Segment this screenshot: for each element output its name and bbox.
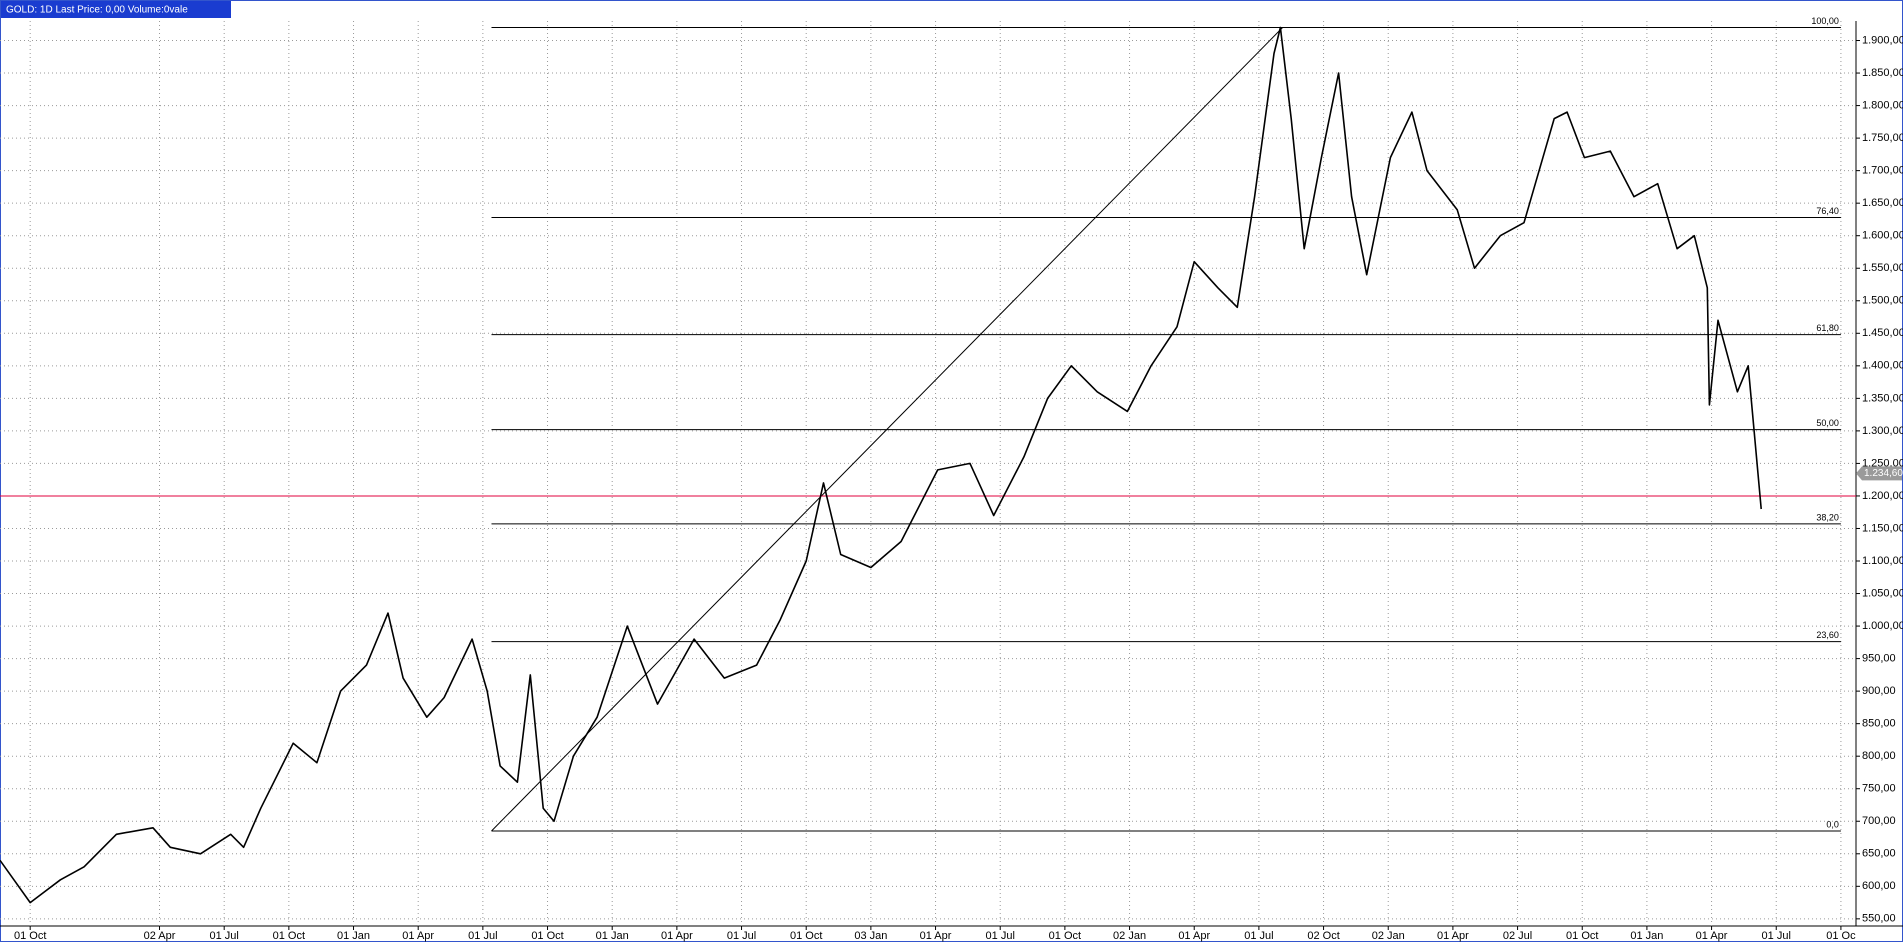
trend-line xyxy=(491,27,1283,832)
y-tick-label: 1.900,00 xyxy=(1862,34,1903,46)
x-tick-label: 01 Oct xyxy=(790,930,822,942)
x-tick-label: 01 Apr xyxy=(1178,930,1210,942)
y-tick-label: 1.000,00 xyxy=(1862,620,1903,632)
y-tick-label: 1.850,00 xyxy=(1862,67,1903,79)
y-tick-label: 850,00 xyxy=(1862,718,1896,730)
x-tick-label: 01 Oc xyxy=(1826,930,1856,942)
x-tick-label: 01 Apr xyxy=(661,930,693,942)
x-tick-label: 02 Oct xyxy=(1307,930,1339,942)
x-tick-label: 01 Oct xyxy=(531,930,563,942)
price-tag xyxy=(1856,466,1902,481)
y-tick-label: 550,00 xyxy=(1862,913,1896,925)
y-tick-label: 1.500,00 xyxy=(1862,295,1903,307)
y-tick-label: 1.350,00 xyxy=(1862,392,1903,404)
y-tick-label: 1.400,00 xyxy=(1862,360,1903,372)
x-tick-label: 01 Jul xyxy=(1762,930,1791,942)
y-tick-label: 600,00 xyxy=(1862,880,1896,892)
y-tick-label: 700,00 xyxy=(1862,815,1896,827)
x-tick-label: 01 Oct xyxy=(14,930,46,942)
x-tick-label: 02 Jan xyxy=(1113,930,1146,942)
x-tick-label: 01 Oct xyxy=(1566,930,1598,942)
x-tick-label: 02 Jan xyxy=(1372,930,1405,942)
y-tick-label: 750,00 xyxy=(1862,783,1896,795)
y-tick-label: 950,00 xyxy=(1862,653,1896,665)
x-tick-label: 01 Oct xyxy=(273,930,305,942)
y-tick-label: 1.250,00 xyxy=(1862,457,1903,469)
y-tick-label: 1.050,00 xyxy=(1862,587,1903,599)
x-tick-label: 01 Jan xyxy=(1630,930,1663,942)
x-tick-label: 03 Jan xyxy=(854,930,887,942)
x-tick-label: 02 Jul xyxy=(1503,930,1532,942)
y-tick-label: 1.600,00 xyxy=(1862,230,1903,242)
y-tick-label: 1.750,00 xyxy=(1862,132,1903,144)
x-tick-label: 01 Jul xyxy=(727,930,756,942)
y-tick-label: 1.550,00 xyxy=(1862,262,1903,274)
fib-label: 50,00 xyxy=(1816,418,1839,428)
y-tick-label: 1.150,00 xyxy=(1862,522,1903,534)
header-bar xyxy=(1,1,231,18)
fib-label: 61,80 xyxy=(1816,323,1839,333)
y-tick-label: 1.200,00 xyxy=(1862,490,1903,502)
fib-label: 38,20 xyxy=(1816,512,1839,522)
y-tick-label: 1.800,00 xyxy=(1862,99,1903,111)
chart-title: GOLD: 1D Last Price: 0,00 Volume:0vale xyxy=(6,5,188,16)
fib-label: 100,00 xyxy=(1811,16,1839,26)
x-tick-label: 01 Jul xyxy=(986,930,1015,942)
y-tick-label: 1.300,00 xyxy=(1862,425,1903,437)
x-tick-label: 01 Oct xyxy=(1049,930,1081,942)
y-tick-label: 650,00 xyxy=(1862,848,1896,860)
price-line-series xyxy=(0,26,1762,904)
fib-label: 76,40 xyxy=(1816,206,1839,216)
y-tick-label: 1.650,00 xyxy=(1862,197,1903,209)
x-tick-label: 01 Jul xyxy=(210,930,239,942)
x-tick-label: 01 Apr xyxy=(1437,930,1469,942)
y-tick-label: 1.450,00 xyxy=(1862,327,1903,339)
x-tick-label: 01 Jul xyxy=(468,930,497,942)
y-tick-label: 1.100,00 xyxy=(1862,555,1903,567)
price-tag-label: 1.234,60 xyxy=(1864,468,1903,479)
x-tick-label: 01 Apr xyxy=(402,930,434,942)
x-tick-label: 01 Apr xyxy=(920,930,952,942)
y-tick-label: 900,00 xyxy=(1862,685,1896,697)
x-tick-label: 01 Apr xyxy=(1696,930,1728,942)
fib-label: 0,0 xyxy=(1826,819,1839,829)
fib-label: 23,60 xyxy=(1816,630,1839,640)
x-tick-label: 02 Apr xyxy=(144,930,176,942)
y-tick-label: 1.700,00 xyxy=(1862,165,1903,177)
y-tick-label: 800,00 xyxy=(1862,750,1896,762)
x-tick-label: 01 Jan xyxy=(596,930,629,942)
x-tick-label: 01 Jan xyxy=(337,930,370,942)
x-tick-label: 01 Jul xyxy=(1244,930,1273,942)
